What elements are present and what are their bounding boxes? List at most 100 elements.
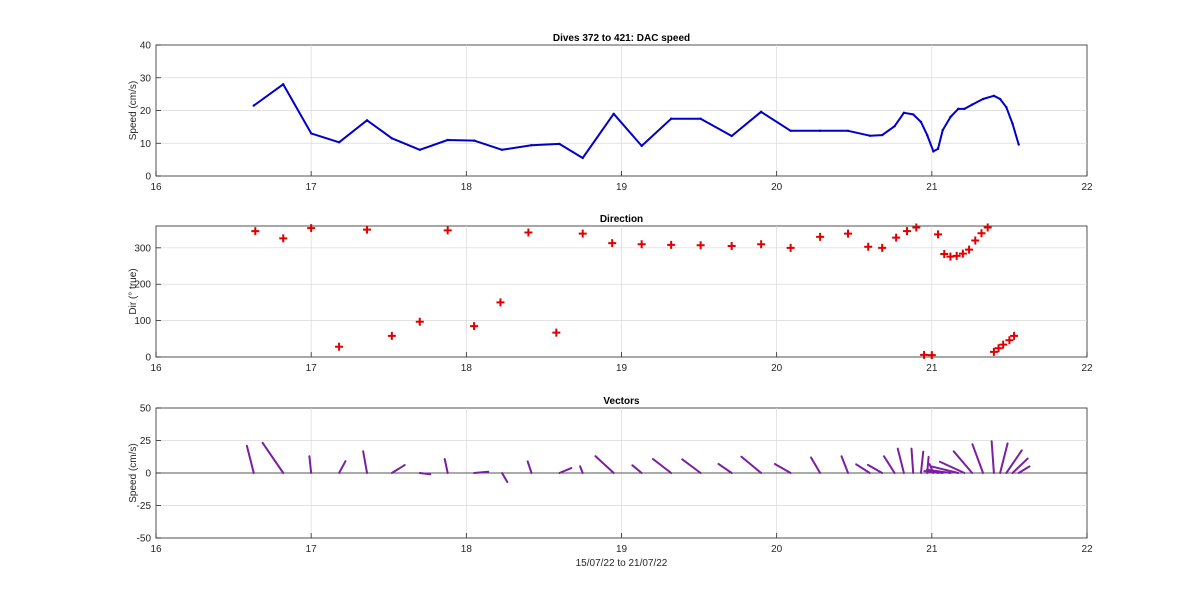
velocity-vector: [882, 455, 896, 474]
velocity-vector: [855, 463, 871, 474]
chart-title: Direction: [600, 214, 643, 225]
direction-marker: [667, 240, 676, 249]
x-tick-label: 22: [1081, 182, 1093, 193]
velocity-vector: [1017, 465, 1031, 474]
speed-point: [957, 107, 960, 111]
velocity-vector: [443, 458, 449, 474]
speed-point: [1005, 106, 1008, 109]
y-tick-label: 30: [140, 73, 152, 84]
speed-point: [868, 134, 871, 137]
velocity-vector: [971, 443, 985, 474]
velocity-vector: [919, 450, 925, 474]
x-tick-label: 22: [1081, 363, 1093, 374]
direction-marker: [443, 226, 452, 235]
velocity-vector: [594, 455, 615, 474]
speed-point: [992, 94, 996, 97]
velocity-vector: [938, 460, 966, 474]
direction-marker: [578, 229, 587, 238]
velocity-vector: [501, 472, 509, 484]
speed-point: [500, 148, 504, 151]
direction-marker: [335, 342, 344, 351]
speed-point: [282, 83, 285, 86]
velocity-vector: [773, 463, 792, 474]
direction-marker: [989, 347, 998, 356]
speed-point: [759, 110, 763, 114]
velocity-vector: [896, 447, 905, 474]
data-series: [252, 83, 1020, 160]
direction-marker: [965, 245, 974, 254]
speed-point: [472, 139, 476, 142]
direction-marker: [363, 225, 372, 234]
speed-point: [902, 111, 906, 114]
direction-marker: [952, 251, 961, 260]
speed-point: [919, 120, 923, 124]
y-tick-label: -25: [137, 501, 152, 512]
speed-point: [612, 112, 615, 115]
speed-point: [818, 129, 822, 133]
x-tick-label: 18: [461, 363, 473, 374]
direction-marker: [844, 229, 853, 238]
velocity-vector: [473, 470, 490, 474]
velocity-vector: [717, 462, 733, 474]
speed-point: [932, 150, 935, 153]
x-tick-label: 21: [926, 544, 938, 555]
gridlines: [156, 45, 1087, 176]
direction-marker: [307, 224, 316, 233]
velocity-vector: [1005, 449, 1023, 474]
speed-line: [253, 83, 1020, 159]
speed-point: [390, 137, 394, 140]
velocity-vector: [526, 460, 533, 474]
speed-point: [789, 129, 792, 133]
speed-point: [581, 156, 584, 160]
y-tick-label: 10: [140, 139, 152, 150]
direction-marker: [940, 250, 949, 259]
velocity-vector: [952, 450, 974, 474]
direction-marker: [878, 243, 887, 252]
direction-marker: [496, 298, 505, 307]
direction-marker: [727, 242, 736, 251]
speed-point: [981, 97, 985, 101]
direction-marker: [816, 232, 825, 241]
velocity-vector: [308, 455, 313, 474]
x-tick-label: 19: [616, 363, 628, 374]
velocity-vector: [810, 456, 822, 474]
velocity-vector: [999, 442, 1009, 474]
velocity-vector: [338, 460, 347, 474]
speed-point: [998, 97, 1002, 101]
y-tick-label: 300: [134, 243, 151, 254]
x-tick-label: 16: [150, 182, 162, 193]
x-tick-label: 18: [461, 182, 473, 193]
speed-point: [1017, 143, 1020, 146]
speed-point: [970, 103, 974, 106]
velocity-vector: [390, 464, 406, 474]
velocity-vector: [261, 441, 285, 474]
y-tick-label: 200: [134, 280, 151, 291]
speed-point: [941, 128, 944, 132]
direction-marker: [864, 242, 873, 251]
direction-marker: [387, 331, 396, 340]
speed-point: [699, 117, 702, 120]
y-axis-label: Speed (cm/s): [128, 443, 139, 502]
x-axis-label: 15/07/22 to 21/07/22: [576, 558, 668, 569]
direction-marker: [977, 229, 986, 238]
direction-marker: [415, 317, 424, 326]
vectors-panel: 16 17 18 19 20 21 22 -50 -25 0 25 50 Vectors Speed (c…: [128, 396, 1093, 569]
direction-marker: [637, 240, 646, 249]
direction-marker: [279, 234, 288, 243]
y-tick-label: 0: [145, 172, 151, 183]
direction-marker: [934, 230, 943, 239]
velocity-vector: [651, 457, 673, 474]
x-tick-label: 20: [771, 182, 783, 193]
speed-point: [925, 133, 929, 137]
velocity-vector: [990, 440, 995, 474]
speed-point: [912, 113, 915, 116]
x-tick-label: 20: [771, 363, 783, 374]
direction-marker: [971, 236, 980, 245]
x-tick-label: 17: [306, 544, 318, 555]
velocity-vector: [418, 472, 432, 476]
x-tick-label: 17: [306, 182, 318, 193]
direction-marker: [920, 350, 929, 359]
speed-point: [846, 129, 850, 133]
velocity-vector: [558, 467, 573, 474]
